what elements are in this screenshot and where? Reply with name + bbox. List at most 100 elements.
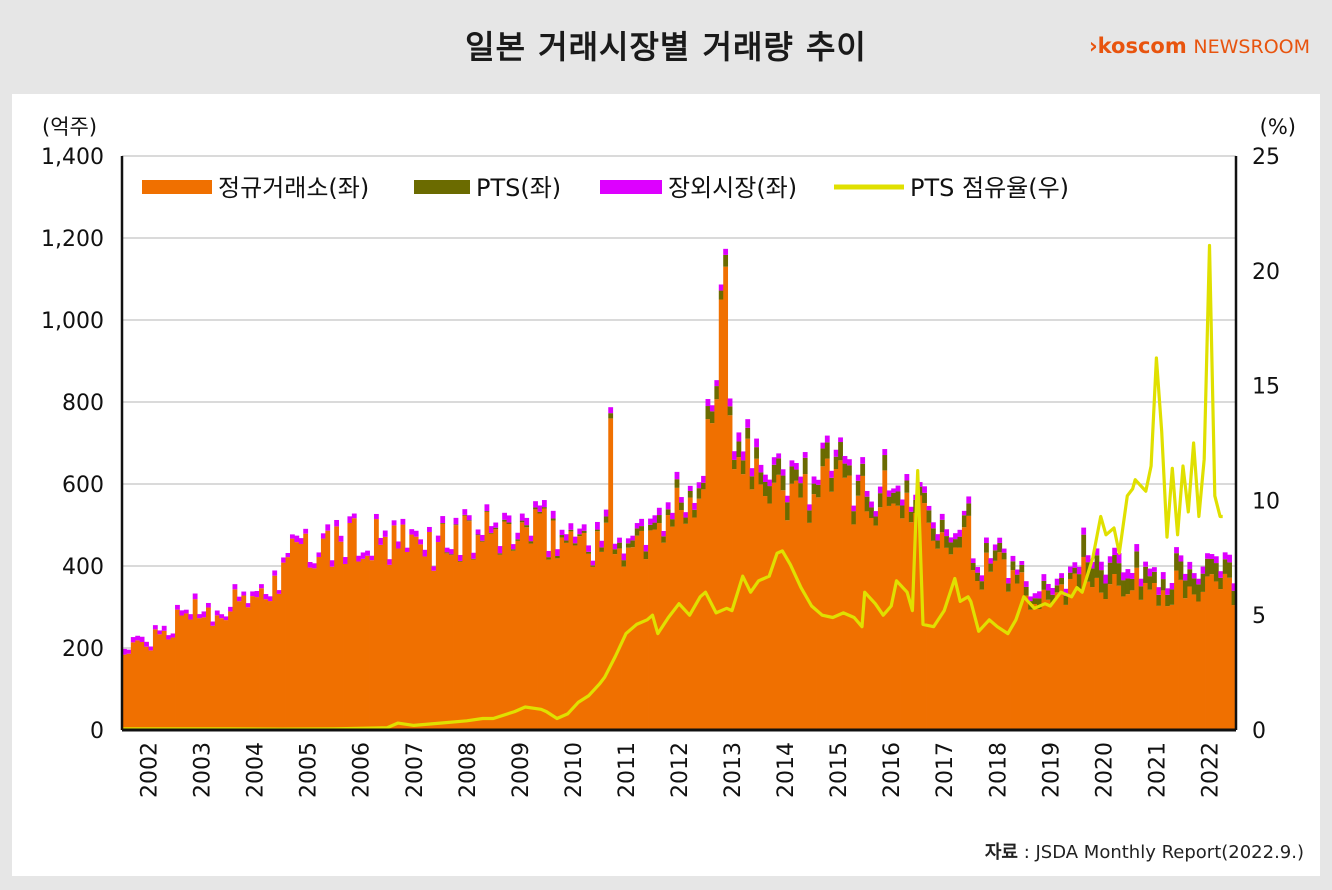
bar-otc (475, 529, 481, 535)
bar-pts (617, 542, 622, 549)
bar-pts (634, 528, 640, 536)
bar-pts (1019, 564, 1025, 573)
bar-pts (1200, 573, 1206, 592)
bar-pts (1187, 569, 1193, 587)
pts-share-line (122, 243, 1223, 731)
bar-pts (586, 551, 591, 554)
bar-otc (409, 529, 415, 535)
bar-otc (1103, 574, 1109, 584)
x-tick-label: 2008 (456, 742, 481, 798)
bar-regular-exchange (1019, 572, 1025, 730)
bar-regular-exchange (1107, 584, 1113, 730)
bar-otc (709, 405, 715, 412)
bar-regular-exchange (488, 533, 494, 730)
bar-regular-exchange (621, 566, 627, 730)
bar-otc (157, 630, 163, 635)
bar-otc (798, 476, 804, 484)
bar-otc (948, 537, 954, 543)
bar-regular-exchange (1231, 605, 1237, 730)
bar-otc (864, 490, 870, 497)
bar-otc (1121, 572, 1126, 581)
bar-pts (692, 509, 698, 518)
bar-otc (1045, 583, 1051, 591)
bar-pts (656, 515, 662, 524)
bar-pts (524, 525, 530, 528)
bar-pts (581, 530, 587, 533)
bar-regular-exchange (135, 640, 141, 730)
bar-regular-exchange (223, 620, 229, 730)
bar-pts (908, 511, 914, 523)
bar-regular-exchange (307, 567, 313, 730)
bar-otc (851, 505, 857, 512)
bar-otc (869, 501, 874, 508)
bar-otc (334, 519, 340, 527)
bar-regular-exchange (785, 520, 790, 730)
bar-pts (652, 522, 658, 530)
bar-otc (1125, 569, 1131, 579)
bar-otc (404, 547, 410, 553)
bar-regular-exchange (975, 581, 980, 730)
bar-pts (780, 475, 786, 491)
bar-pts (1169, 589, 1175, 605)
bar-otc (197, 614, 202, 619)
bar-pts (723, 254, 729, 267)
bar-regular-exchange (475, 535, 481, 730)
bar-pts (1041, 580, 1047, 590)
bar-pts (480, 540, 485, 542)
bar-pts (1116, 563, 1122, 586)
bar-pts (590, 565, 596, 567)
bar-otc (466, 515, 472, 521)
bar-otc (1152, 567, 1157, 572)
bar-pts (926, 510, 932, 523)
bar-otc (656, 507, 662, 516)
bar-regular-exchange (519, 522, 525, 730)
bar-pts (696, 488, 702, 499)
bar-otc (842, 456, 848, 464)
bar-pts (595, 529, 600, 532)
bar-otc (802, 452, 808, 458)
bar-otc (630, 535, 636, 541)
bar-otc (1134, 544, 1140, 552)
bar-otc (546, 550, 552, 558)
bar-otc (418, 539, 423, 545)
bar-otc (1205, 553, 1210, 559)
bar-pts (1032, 598, 1038, 604)
bar-otc (365, 550, 370, 556)
bar-otc (908, 506, 914, 512)
bar-otc (1200, 566, 1206, 574)
bar-regular-exchange (462, 515, 468, 730)
bar-regular-exchange (718, 299, 724, 730)
bar-regular-exchange (603, 522, 609, 730)
bar-pts (625, 543, 631, 548)
bar-otc (369, 555, 375, 561)
bar-regular-exchange (1068, 578, 1073, 730)
bar-otc (1156, 587, 1162, 595)
y-left-tick-label: 0 (90, 719, 104, 744)
bar-otc (201, 611, 207, 618)
bar-pts (869, 507, 874, 518)
bar-regular-exchange (343, 564, 348, 730)
bar-otc (617, 537, 622, 543)
bar-pts (488, 532, 494, 534)
bar-regular-exchange (1222, 573, 1228, 730)
bar-otc (285, 552, 291, 558)
bar-regular-exchange (232, 589, 238, 730)
bar-regular-exchange (723, 266, 729, 730)
bar-otc (1143, 561, 1148, 567)
bar-otc (506, 515, 512, 523)
bar-regular-exchange (802, 474, 808, 730)
bar-pts (1112, 554, 1118, 575)
x-tick-label: 2003 (191, 742, 216, 798)
bar-pts (603, 516, 609, 523)
bar-regular-exchange (1116, 585, 1122, 730)
bar-otc (422, 549, 428, 557)
bar-pts (1094, 555, 1100, 578)
bar-pts (855, 480, 861, 496)
bar-pts (900, 505, 905, 519)
bar-otc (771, 457, 777, 465)
bar-regular-exchange (550, 520, 556, 730)
bar-otc (1112, 547, 1118, 555)
logo-brand: koscom (1097, 34, 1187, 58)
bar-otc (904, 474, 910, 481)
bar-pts (1023, 586, 1029, 596)
